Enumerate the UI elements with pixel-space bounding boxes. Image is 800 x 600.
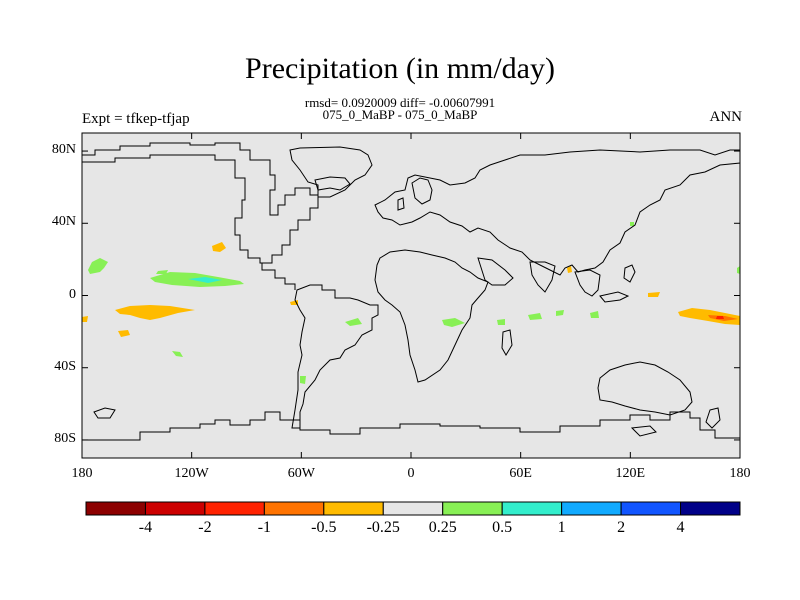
coastline-arabia — [477, 257, 514, 286]
anomaly-green-indian — [497, 319, 505, 325]
stats-text: rmsd= 0.0920009 diff= -0.00607991 — [304, 95, 496, 110]
anomaly-green-samerica — [300, 376, 306, 384]
colorbar-label: -0.5 — [311, 519, 337, 536]
coastline-scandinavia — [411, 177, 433, 205]
comparison-text: 075_0_MaBP - 075_0_MaBP — [322, 107, 478, 122]
anomaly-green-atlantic — [345, 318, 362, 326]
lon-tick-label: 60E — [509, 466, 532, 481]
anomaly-contours — [82, 222, 740, 384]
anomaly-orange-small-1 — [82, 316, 88, 322]
lon-tick-label: 120E — [615, 466, 646, 481]
colorbar-label: -1 — [257, 519, 272, 536]
colorbar-swatch — [442, 501, 503, 516]
coastline-madagascar — [501, 329, 513, 356]
map-background — [82, 133, 740, 458]
coastline-indonesia — [599, 291, 630, 303]
coastline-antarctica — [82, 411, 740, 441]
anomaly-orange-small-2 — [118, 330, 130, 337]
coastline-antarctic-islands — [630, 425, 657, 437]
coastline-europe-asia — [374, 149, 741, 276]
anomaly-green-maritime — [590, 311, 599, 318]
lat-tick-label: 80N — [51, 142, 76, 158]
anomaly-orange-sepacific — [115, 305, 195, 320]
colorbar-swatch — [620, 501, 682, 516]
anomaly-green-indian-2 — [528, 313, 542, 320]
coastline-africa — [374, 249, 489, 383]
coastline-uk — [397, 197, 405, 211]
coastline-new-zealand — [705, 407, 721, 429]
colorbar-label: 1 — [557, 519, 566, 536]
anomaly-green-pacific-west — [88, 258, 108, 274]
anomaly-green-siberia — [630, 222, 634, 226]
colorbar-swatch — [263, 501, 325, 516]
coastline-north-america — [82, 142, 319, 264]
colorbar-swatch — [501, 501, 563, 516]
coastline-south-america — [291, 284, 379, 429]
colorbar-swatch — [680, 501, 741, 516]
experiment-label: Expt = tfkep-tfjap — [82, 111, 190, 127]
anomaly-green-africa — [442, 318, 465, 327]
colorbar-label: -0.25 — [366, 519, 400, 536]
colorbar-label: 2 — [617, 519, 626, 536]
season-label: ANN — [709, 109, 743, 125]
coastline-japan — [623, 264, 636, 283]
anomaly-orange-india — [567, 266, 572, 273]
colorbar-swatch — [204, 501, 265, 516]
colorbar-swatch — [382, 501, 444, 516]
lon-tick-label: 180 — [71, 466, 93, 481]
lon-ticks — [81, 133, 741, 458]
coastline-greenland — [289, 146, 373, 198]
lat-tick-label: 40S — [54, 358, 76, 374]
map-frame — [81, 132, 741, 459]
coastline-central-america — [261, 263, 296, 290]
lon-tick-label: 60W — [287, 466, 315, 481]
colorbar-swatch — [85, 501, 146, 516]
anomaly-cyan-pacific-central — [188, 277, 222, 283]
lat-ticks — [82, 150, 740, 441]
colorbar-swatch — [561, 501, 622, 516]
anomaly-green-east — [737, 266, 740, 274]
coastline-seasia — [574, 269, 601, 297]
anomaly-green-india — [556, 310, 564, 316]
colorbar-label: -4 — [138, 519, 153, 536]
anomaly-red-west-pacific — [716, 316, 724, 319]
lat-tick-label: 40N — [51, 214, 76, 230]
lat-tick-label: 0 — [69, 286, 76, 302]
anomaly-orange-indo — [648, 292, 660, 297]
colorbar — [85, 501, 741, 516]
colorbar-label: 0.25 — [428, 519, 457, 536]
coastline-antarctic-peninsula — [93, 407, 116, 419]
lon-tick-label: 0 — [407, 466, 415, 481]
coastline-australia — [597, 361, 693, 416]
colorbar-label: -2 — [198, 519, 212, 536]
colorbar-swatch — [144, 501, 206, 516]
colorbar-swatch — [323, 501, 384, 516]
chart-title: Precipitation (in mm/day) — [245, 52, 555, 85]
anomaly-green-spac — [172, 351, 183, 357]
coastline-baffin — [314, 176, 351, 191]
lon-tick-label: 120W — [174, 466, 209, 481]
coastlines — [82, 142, 741, 441]
lon-tick-label: 180 — [729, 466, 751, 481]
colorbar-label: 4 — [676, 519, 685, 536]
lat-tick-label: 80S — [54, 430, 76, 446]
coastline-india — [529, 261, 556, 293]
colorbar-label: 0.5 — [492, 519, 513, 536]
anomaly-green-pacific-small — [156, 270, 168, 274]
anomaly-orange-north-pacific — [212, 242, 226, 252]
